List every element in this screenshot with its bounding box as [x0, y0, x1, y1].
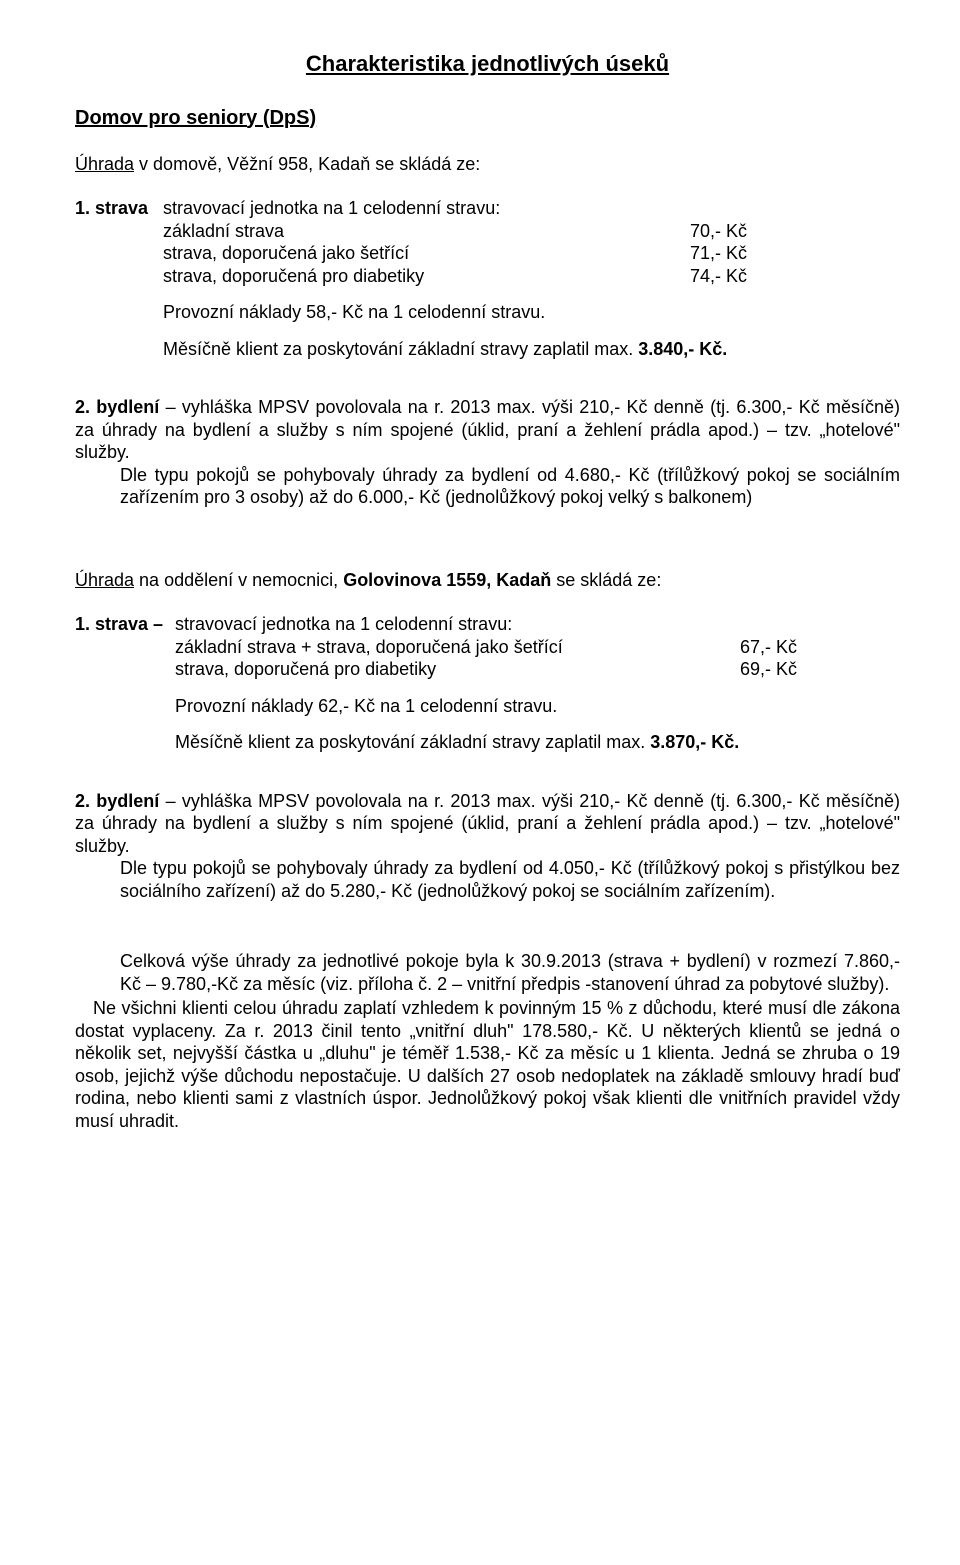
- row-price: 71,- Kč: [690, 242, 900, 265]
- section1-subtitle: Domov pro seniory (DpS): [75, 106, 900, 131]
- row-price: 67,- Kč: [740, 636, 900, 659]
- row-label: strava, doporučená pro diabetiky: [163, 265, 690, 288]
- section1-provozni: Provozní náklady 58,- Kč na 1 celodenní …: [163, 301, 900, 324]
- uhrada-underline: Úhrada: [75, 570, 134, 590]
- section2-item1-num: 1. strava –: [75, 614, 163, 634]
- section2-provozni: Provozní náklady 62,- Kč na 1 celodenní …: [175, 695, 900, 718]
- row-label: základní strava: [163, 220, 690, 243]
- section1-item2: 2. bydlení – vyhláška MPSV povolovala na…: [75, 396, 900, 464]
- section1-item1-num: 1. strava: [75, 198, 148, 218]
- row-label: strava, doporučená pro diabetiky: [175, 658, 740, 681]
- row: základní strava 70,- Kč: [163, 220, 900, 243]
- mesicne-pre: Měsíčně klient za poskytování základní s…: [175, 732, 650, 752]
- row-price: 69,- Kč: [740, 658, 900, 681]
- section1-mesicne: Měsíčně klient za poskytování základní s…: [163, 338, 900, 361]
- section1-item1-intro: stravovací jednotka na 1 celodenní strav…: [163, 197, 900, 220]
- row: základní strava + strava, doporučená jak…: [175, 636, 900, 659]
- section1-item1-heading: 1. strava stravovací jednotka na 1 celod…: [75, 197, 900, 360]
- section2-uhrada: Úhrada na oddělení v nemocnici, Golovino…: [75, 569, 900, 592]
- row-label: základní strava + strava, doporučená jak…: [175, 636, 740, 659]
- section1-item2-para2: Dle typu pokojů se pohybovaly úhrady za …: [120, 464, 900, 509]
- row: strava, doporučená jako šetřící 71,- Kč: [163, 242, 900, 265]
- row-price: 74,- Kč: [690, 265, 900, 288]
- row-label: strava, doporučená jako šetřící: [163, 242, 690, 265]
- section2-item2-heading: 2. bydlení: [75, 791, 166, 811]
- uhrada-mid: na oddělení v nemocnici,: [134, 570, 343, 590]
- section2-item2: 2. bydlení – vyhláška MPSV povolovala na…: [75, 790, 900, 858]
- section2-item2-para2: Dle typu pokojů se pohybovaly úhrady za …: [120, 857, 900, 902]
- section2-item2-rest: – vyhláška MPSV povolovala na r. 2013 ma…: [75, 791, 900, 856]
- section2-mesicne: Měsíčně klient za poskytování základní s…: [175, 731, 900, 754]
- mesicne-pre: Měsíčně klient za poskytování základní s…: [163, 339, 638, 359]
- mesicne-bold: 3.870,- Kč.: [650, 732, 739, 752]
- uhrada-bold: Golovinova 1559, Kadaň: [343, 570, 551, 590]
- section1-uhrada: Úhrada v domově, Věžní 958, Kadaň se skl…: [75, 153, 900, 176]
- uhrada-end: se skládá ze:: [551, 570, 661, 590]
- section2-item1-heading: 1. strava – stravovací jednotka na 1 cel…: [75, 613, 900, 754]
- closing-p1: Celková výše úhrady za jednotlivé pokoje…: [120, 950, 900, 995]
- row-price: 70,- Kč: [690, 220, 900, 243]
- uhrada-underline: Úhrada: [75, 154, 134, 174]
- closing-p2: Ne všichni klienti celou úhradu zaplatí …: [75, 997, 900, 1132]
- uhrada-text: v domově, Věžní 958, Kadaň se skládá ze:: [134, 154, 480, 174]
- row: strava, doporučená pro diabetiky 69,- Kč: [175, 658, 900, 681]
- page-title: Charakteristika jednotlivých úseků: [75, 50, 900, 78]
- section1-item2-rest: – vyhláška MPSV povolovala na r. 2013 ma…: [75, 397, 900, 462]
- section2-item1-intro: stravovací jednotka na 1 celodenní strav…: [175, 613, 900, 636]
- mesicne-bold: 3.840,- Kč.: [638, 339, 727, 359]
- row: strava, doporučená pro diabetiky 74,- Kč: [163, 265, 900, 288]
- section1-item2-heading: 2. bydlení: [75, 397, 166, 417]
